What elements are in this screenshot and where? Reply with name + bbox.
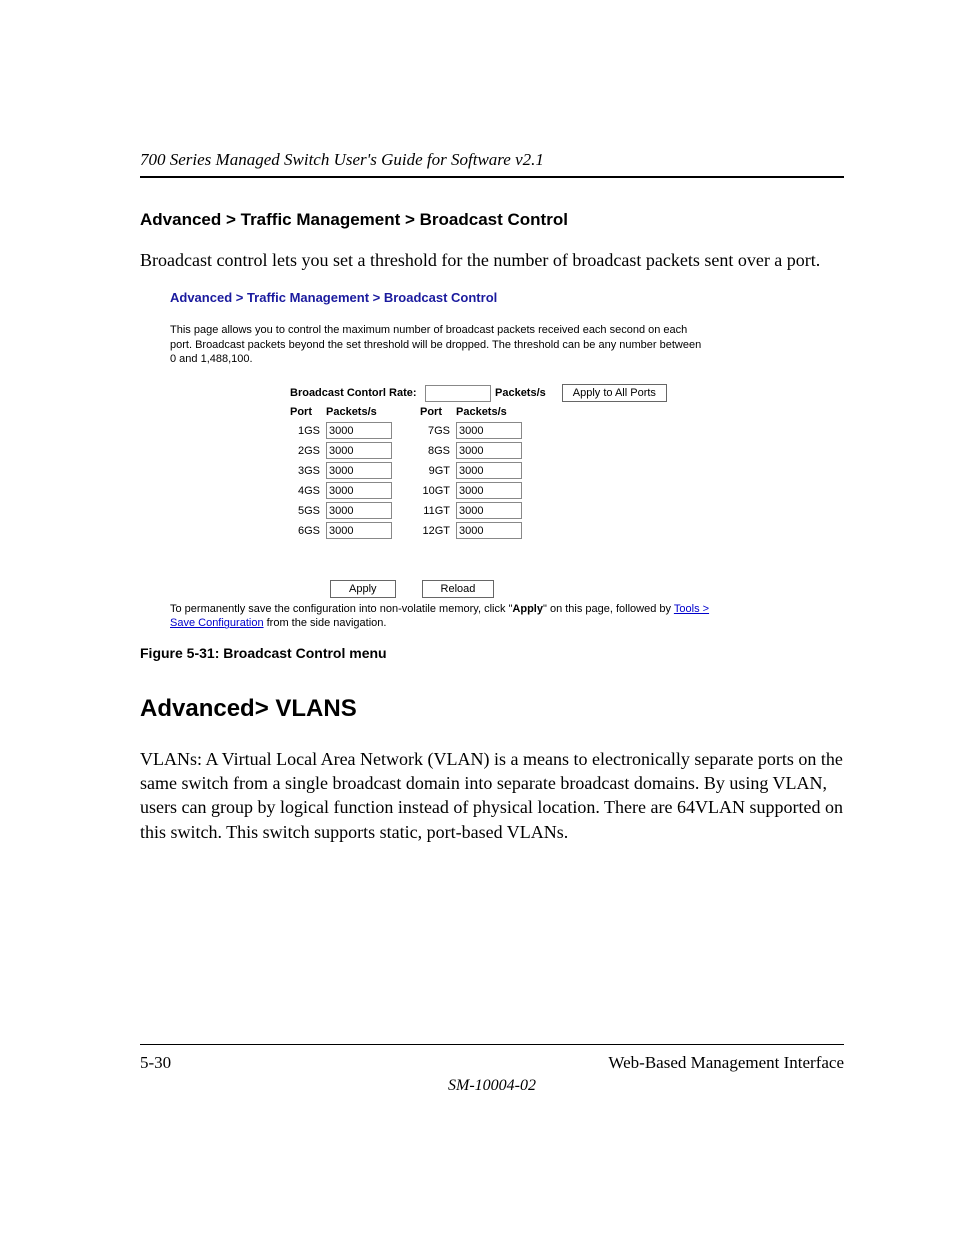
port-row: 8GS — [420, 442, 522, 459]
column-header-packets: Packets/s — [456, 406, 507, 418]
save-note: To permanently save the configuration in… — [170, 602, 710, 631]
port-label: 3GS — [290, 465, 326, 477]
broadcast-rate-input[interactable] — [425, 385, 491, 402]
port-label: 10GT — [420, 485, 456, 497]
screenshot-description: This page allows you to control the maxi… — [170, 323, 710, 366]
port-value-input[interactable] — [456, 522, 522, 539]
column-header-packets: Packets/s — [326, 406, 377, 418]
port-value-input[interactable] — [456, 422, 522, 439]
document-number: SM-10004-02 — [140, 1077, 844, 1095]
screenshot-breadcrumb: Advanced > Traffic Management > Broadcas… — [170, 290, 710, 305]
port-row: 2GS — [290, 442, 392, 459]
port-row: 1GS — [290, 422, 392, 439]
port-value-input[interactable] — [326, 422, 392, 439]
port-row: 11GT — [420, 502, 522, 519]
port-label: 12GT — [420, 525, 456, 537]
reload-button[interactable]: Reload — [422, 580, 495, 598]
port-value-input[interactable] — [326, 502, 392, 519]
screenshot-broadcast-control: Advanced > Traffic Management > Broadcas… — [170, 290, 710, 630]
port-label: 4GS — [290, 485, 326, 497]
port-label: 2GS — [290, 445, 326, 457]
port-row: 9GT — [420, 462, 522, 479]
port-label: 5GS — [290, 505, 326, 517]
port-value-input[interactable] — [326, 442, 392, 459]
port-row: 4GS — [290, 482, 392, 499]
running-header: 700 Series Managed Switch User's Guide f… — [140, 150, 844, 178]
ports-column-right: Port Packets/s 7GS 8GS 9GT 10GT — [420, 406, 522, 542]
port-label: 11GT — [420, 505, 456, 517]
port-label: 7GS — [420, 425, 456, 437]
port-value-input[interactable] — [456, 462, 522, 479]
port-label: 9GT — [420, 465, 456, 477]
port-value-input[interactable] — [326, 482, 392, 499]
section-heading-broadcast: Advanced > Traffic Management > Broadcas… — [140, 210, 844, 230]
page-number: 5-30 — [140, 1053, 171, 1073]
section-heading-vlans: Advanced> VLANS — [140, 695, 844, 723]
apply-button[interactable]: Apply — [330, 580, 396, 598]
page-footer: 5-30 Web-Based Management Interface SM-1… — [140, 1044, 844, 1095]
broadcast-rate-row: Broadcast Contorl Rate: Packets/s Apply … — [170, 384, 710, 402]
body-paragraph-vlans: VLANs: A Virtual Local Area Network (VLA… — [140, 747, 844, 844]
port-row: 7GS — [420, 422, 522, 439]
button-row: Apply Reload — [170, 580, 710, 598]
port-value-input[interactable] — [456, 442, 522, 459]
port-row: 3GS — [290, 462, 392, 479]
port-row: 5GS — [290, 502, 392, 519]
port-row: 10GT — [420, 482, 522, 499]
port-value-input[interactable] — [456, 482, 522, 499]
footer-section-name: Web-Based Management Interface — [608, 1053, 844, 1073]
body-paragraph-broadcast: Broadcast control lets you set a thresho… — [140, 248, 844, 272]
column-header-port: Port — [420, 406, 456, 418]
port-label: 1GS — [290, 425, 326, 437]
save-note-text: from the side navigation. — [264, 617, 387, 629]
broadcast-rate-label: Broadcast Contorl Rate: — [290, 387, 425, 399]
port-label: 6GS — [290, 525, 326, 537]
figure-caption: Figure 5-31: Broadcast Control menu — [140, 645, 844, 661]
port-value-input[interactable] — [326, 522, 392, 539]
column-header-port: Port — [290, 406, 326, 418]
packets-unit-label: Packets/s — [495, 387, 546, 399]
port-value-input[interactable] — [326, 462, 392, 479]
save-note-text: " on this page, followed by — [543, 603, 674, 615]
port-value-input[interactable] — [456, 502, 522, 519]
ports-table: Port Packets/s 1GS 2GS 3GS 4GS — [170, 406, 710, 542]
port-label: 8GS — [420, 445, 456, 457]
apply-to-all-ports-button[interactable]: Apply to All Ports — [562, 384, 667, 402]
save-note-text: To permanently save the configuration in… — [170, 603, 512, 615]
port-row: 6GS — [290, 522, 392, 539]
ports-column-left: Port Packets/s 1GS 2GS 3GS 4GS — [290, 406, 392, 542]
save-note-bold: Apply — [512, 603, 543, 615]
port-row: 12GT — [420, 522, 522, 539]
